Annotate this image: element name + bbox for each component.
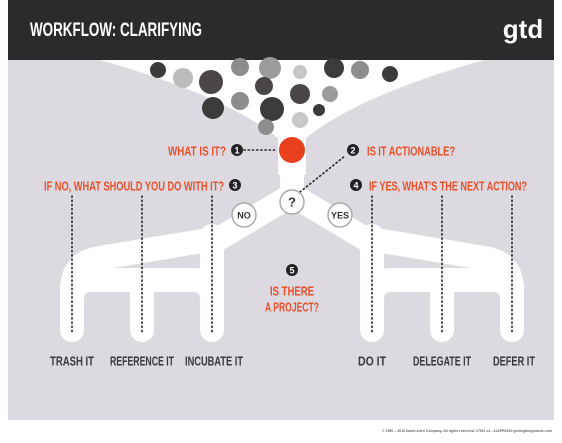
step-3: 3 IF NO, WHAT SHOULD YOU DO WITH IT? bbox=[44, 178, 241, 193]
step-number: 4 bbox=[353, 180, 358, 190]
footer: © 1990 – 2019 David Allen Company. All r… bbox=[382, 428, 552, 433]
decision-symbol: ? bbox=[288, 194, 296, 209]
no-label: NO bbox=[237, 210, 251, 220]
outcome: REFERENCE IT bbox=[110, 353, 174, 368]
outcome: TRASH IT bbox=[50, 353, 94, 368]
step-number: 2 bbox=[350, 145, 355, 155]
yes-badge bbox=[327, 202, 353, 228]
no-badge bbox=[231, 202, 257, 228]
connector bbox=[299, 155, 346, 193]
outcome: DO IT bbox=[358, 353, 386, 368]
step-label: WHAT IS IT? bbox=[168, 143, 226, 158]
yes-label: YES bbox=[331, 210, 349, 220]
step-label: IS THERE bbox=[270, 283, 314, 298]
bubbles bbox=[150, 57, 398, 135]
item-dot bbox=[279, 137, 305, 163]
step-5: 5 IS THERE A PROJECT? bbox=[265, 264, 319, 314]
outcomes: TRASH IT REFERENCE IT INCUBATE IT DO IT … bbox=[50, 353, 535, 368]
step-number: 1 bbox=[234, 145, 239, 155]
outcome: DELEGATE IT bbox=[413, 353, 471, 368]
prong-lines bbox=[71, 195, 513, 333]
step-4: 4 IF YES, WHAT'S THE NEXT ACTION? bbox=[350, 178, 527, 193]
step-label: IF NO, WHAT SHOULD YOU DO WITH IT? bbox=[44, 178, 224, 193]
logo: gtd bbox=[503, 14, 543, 44]
outcome: INCUBATE IT bbox=[185, 353, 243, 368]
step-label: A PROJECT? bbox=[265, 299, 319, 314]
step-1: 1 WHAT IS IT? bbox=[168, 143, 243, 158]
funnel bbox=[100, 60, 484, 175]
step-number: 3 bbox=[232, 180, 237, 190]
step-number: 5 bbox=[289, 265, 294, 275]
step-2: 2 IS IT ACTIONABLE? bbox=[347, 143, 455, 158]
step-label: IF YES, WHAT'S THE NEXT ACTION? bbox=[369, 178, 527, 193]
decision bbox=[279, 189, 305, 215]
outcome: DEFER IT bbox=[493, 353, 535, 368]
header-bar bbox=[8, 0, 554, 60]
title: WORKFLOW: CLARIFYING bbox=[30, 20, 202, 41]
step-label: IS IT ACTIONABLE? bbox=[367, 143, 455, 158]
